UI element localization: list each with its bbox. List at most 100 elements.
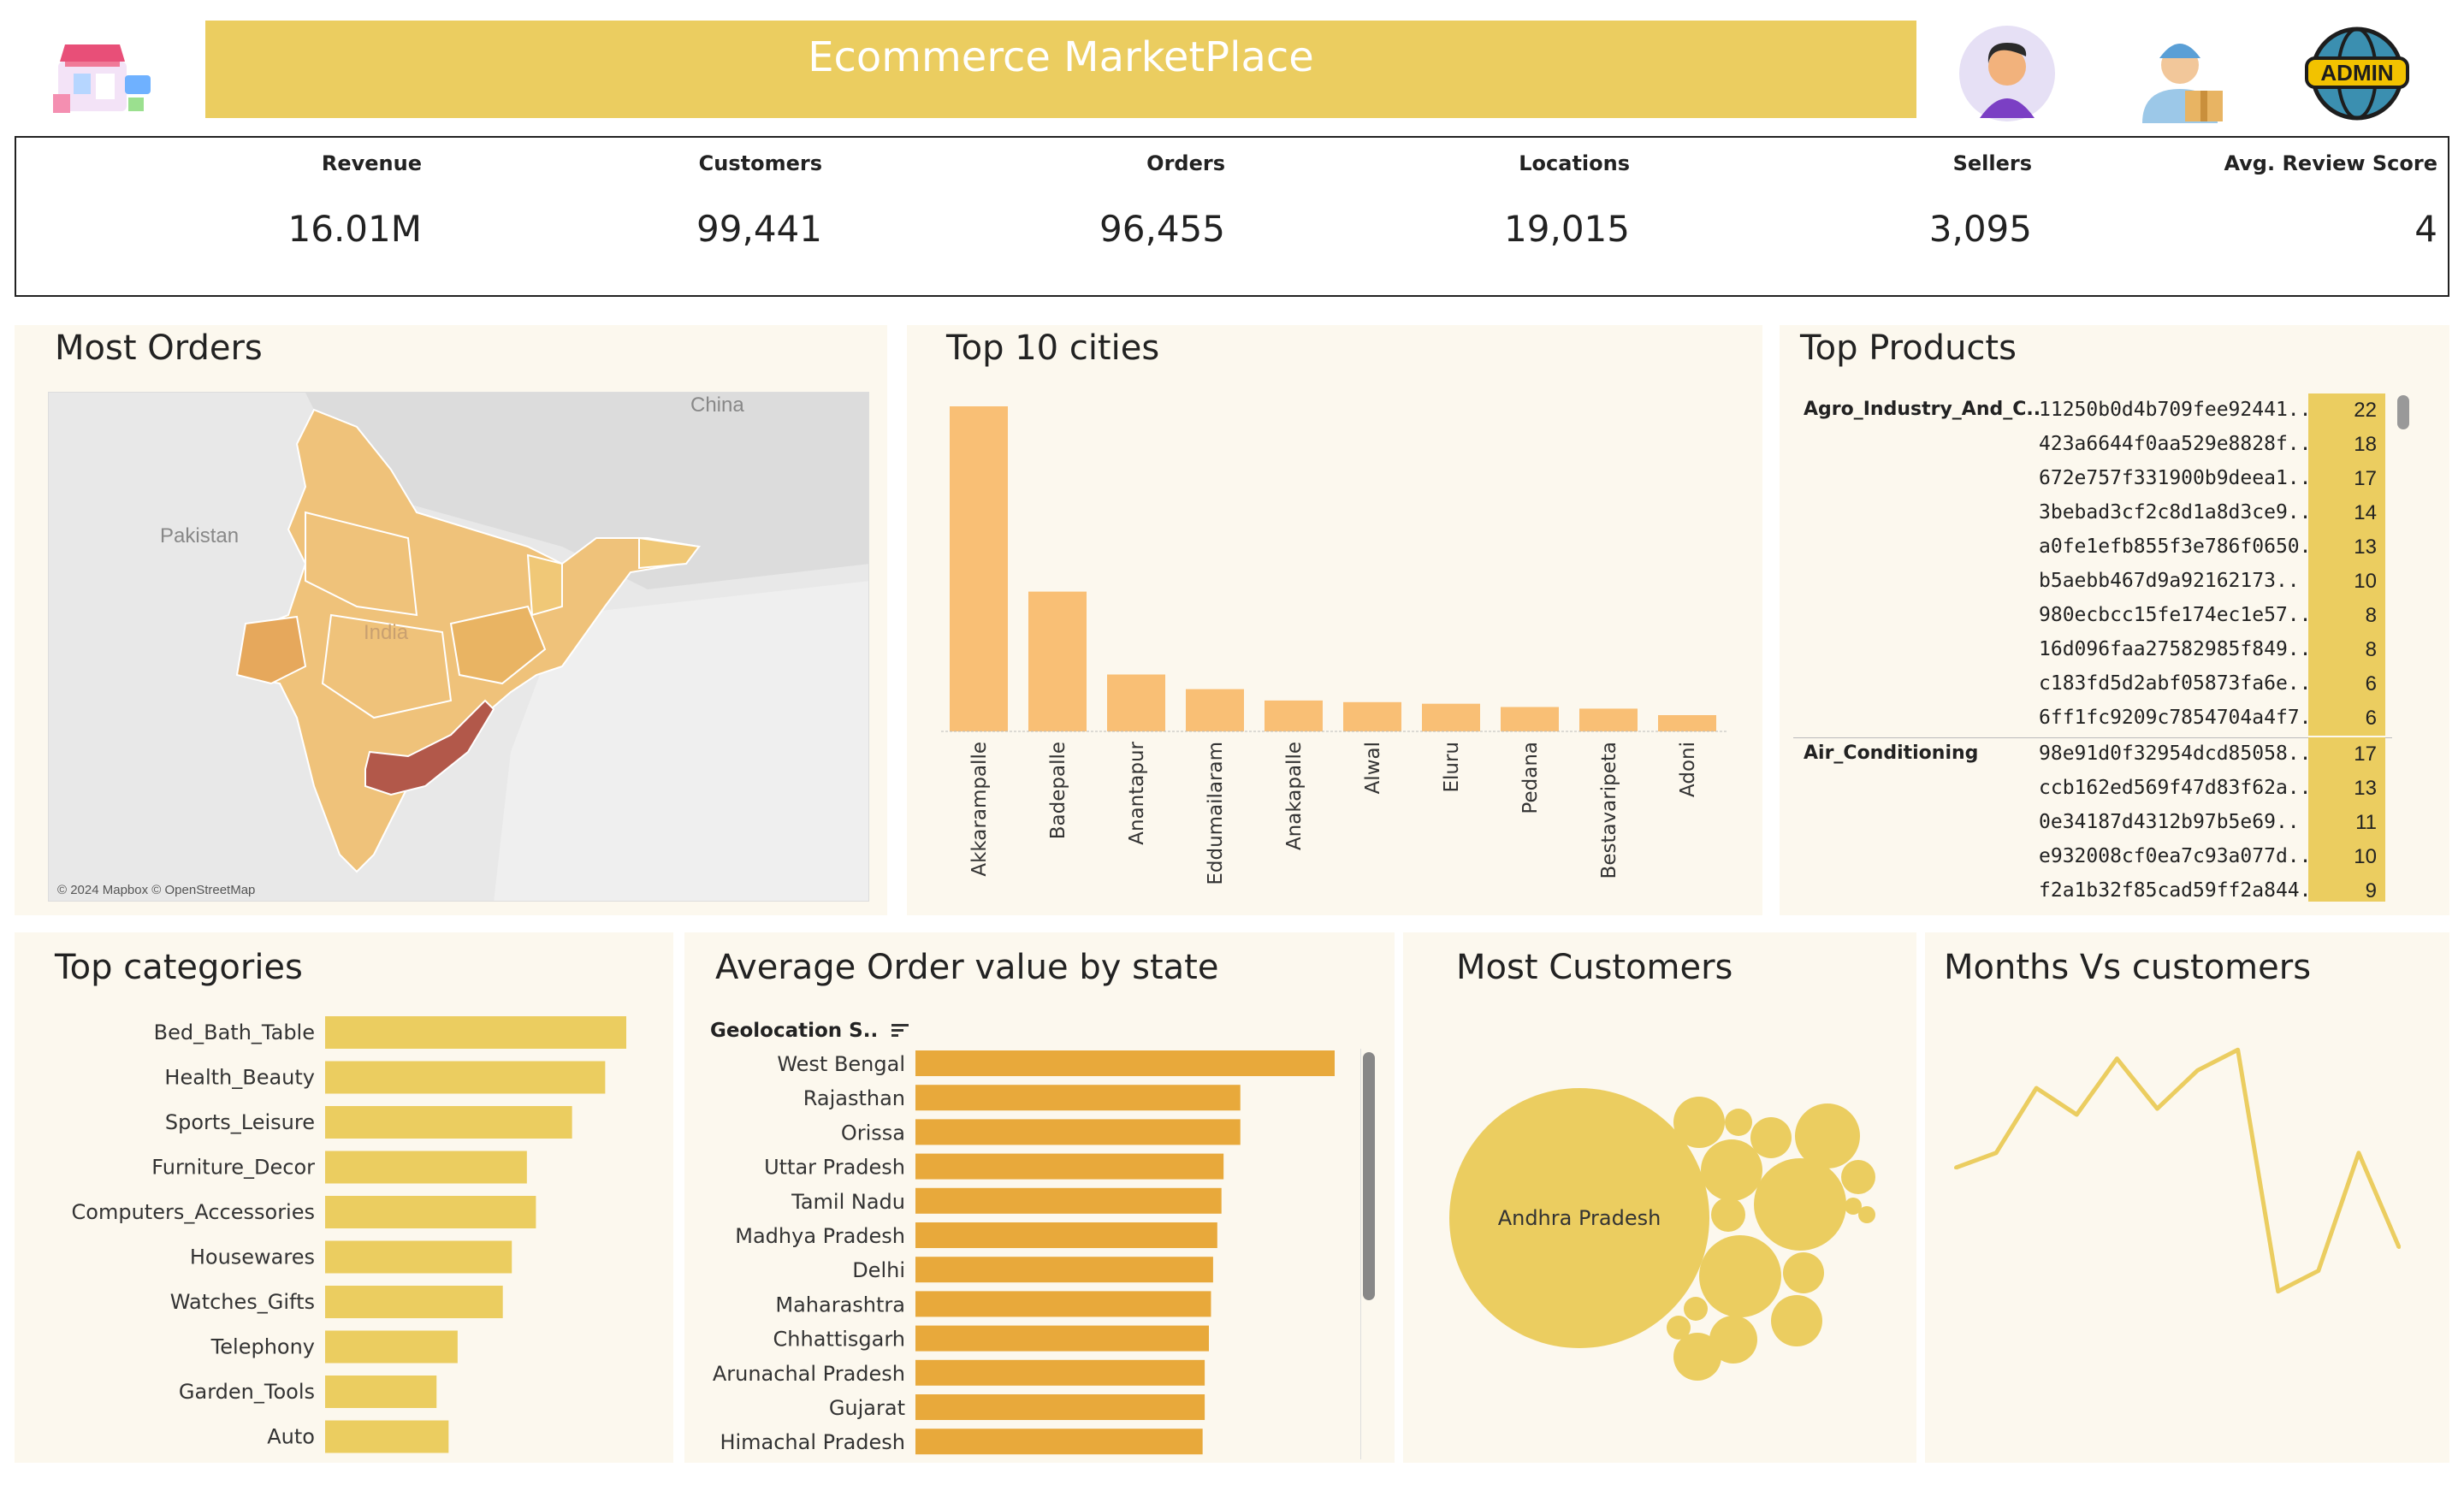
state-bar[interactable] — [915, 1257, 1213, 1283]
city-bar[interactable] — [1658, 715, 1716, 731]
state-bar[interactable] — [915, 1085, 1241, 1111]
admin-globe-icon[interactable]: ADMIN — [2305, 24, 2409, 123]
sort-icon[interactable] — [891, 1021, 910, 1043]
top-cities-chart: Akkarampalle Badepalle Anantapur Eddumailar… — [941, 406, 1728, 885]
bubble — [1845, 1198, 1862, 1215]
product-row[interactable]: 0e34187d4312b97b5e69.. 11 — [1793, 806, 2392, 840]
kpi-label: Revenue — [321, 151, 422, 175]
state-bar[interactable] — [915, 1050, 1335, 1076]
category-bar[interactable] — [325, 1376, 437, 1408]
state-bar[interactable] — [915, 1394, 1205, 1420]
delivery-man-icon[interactable] — [2130, 24, 2233, 123]
months-point[interactable] — [2195, 1068, 2200, 1073]
city-bar[interactable] — [1186, 689, 1244, 731]
category-bar[interactable] — [325, 1330, 458, 1364]
state-label: West Bengal — [777, 1052, 905, 1076]
category-bar[interactable] — [325, 1286, 503, 1318]
months-point[interactable] — [2035, 1086, 2039, 1090]
product-row[interactable]: Agro_Industry_And_C.. 11250b0d4b709fee924… — [1793, 393, 2392, 428]
state-bar[interactable] — [915, 1325, 1209, 1352]
city-bar[interactable] — [1422, 703, 1480, 731]
product-row[interactable]: Air_Conditioning 98e91d0f32954dcd85058.. 1… — [1793, 737, 2392, 772]
product-count: 10 — [2308, 565, 2385, 599]
state-bar[interactable] — [915, 1359, 1205, 1386]
aov-scrollbar-thumb[interactable] — [1363, 1052, 1375, 1300]
bubble — [1711, 1198, 1745, 1232]
product-row[interactable]: b5aebb467d9a92162173.. 10 — [1793, 565, 2392, 599]
city-bar[interactable] — [1265, 700, 1323, 731]
city-bar[interactable] — [1501, 707, 1559, 732]
state-bar[interactable] — [915, 1187, 1222, 1214]
months-point[interactable] — [2356, 1151, 2360, 1155]
months-point[interactable] — [2316, 1269, 2320, 1273]
kpi-label: Sellers — [1952, 151, 2032, 175]
bubble — [1701, 1139, 1762, 1201]
products-scrollbar-thumb[interactable] — [2397, 395, 2409, 429]
kpi-label: Locations — [1519, 151, 1630, 175]
product-row[interactable]: 980ecbcc15fe174ec1e57.. 8 — [1793, 599, 2392, 633]
dashboard-title: Ecommerce MarketPlace — [205, 21, 1916, 118]
product-id: 6ff1fc9209c7854704a4f7.. — [2039, 707, 2324, 729]
months-point[interactable] — [1954, 1166, 1958, 1169]
city-bar[interactable] — [1343, 701, 1401, 731]
state-bar[interactable] — [915, 1222, 1217, 1248]
category-bar[interactable] — [325, 1106, 572, 1139]
product-id: b5aebb467d9a92162173.. — [2039, 570, 2300, 592]
user-avatar-icon[interactable] — [1958, 24, 2057, 123]
category-label: Bed_Bath_Table — [154, 1021, 315, 1044]
city-label: Adoni — [1677, 742, 1699, 797]
map-label-india: India — [364, 621, 409, 644]
state-bar[interactable] — [915, 1429, 1203, 1455]
product-id: 672e757f331900b9deea1.. — [2039, 467, 2312, 489]
city-bar[interactable] — [1028, 591, 1087, 731]
state-column-header[interactable]: Geolocation S.. — [710, 1020, 910, 1043]
product-row[interactable]: 423a6644f0aa529e8828f.. 18 — [1793, 428, 2392, 462]
category-label: Telephony — [210, 1335, 315, 1359]
product-row[interactable]: 6ff1fc9209c7854704a4f7.. 6 — [1793, 701, 2392, 736]
most-customers-bubble-chart: Andhra Pradesh — [1449, 1088, 1875, 1381]
months-point[interactable] — [1994, 1151, 1999, 1155]
product-row[interactable]: e932008cf0ea7c93a077d.. 10 — [1793, 840, 2392, 874]
state-label: Arunachal Pradesh — [713, 1362, 905, 1386]
months-point[interactable] — [2075, 1113, 2079, 1116]
months-point[interactable] — [2155, 1107, 2159, 1111]
city-bar[interactable] — [1579, 708, 1638, 731]
category-bar[interactable] — [325, 1240, 512, 1274]
months-point[interactable] — [2236, 1048, 2240, 1052]
product-count: 13 — [2308, 772, 2385, 806]
months-point[interactable] — [2276, 1289, 2280, 1293]
category-bar[interactable] — [325, 1061, 606, 1094]
kpi-value: 19,015 — [1504, 208, 1630, 250]
city-bar[interactable] — [950, 406, 1008, 731]
state-label: Himachal Pradesh — [720, 1430, 905, 1454]
bubble — [1725, 1109, 1752, 1136]
state-bar[interactable] — [915, 1153, 1224, 1180]
category-bar[interactable] — [325, 1196, 536, 1228]
category-bar[interactable] — [325, 1016, 626, 1049]
aov-scrollbar[interactable] — [1360, 1049, 1377, 1459]
months-point[interactable] — [2115, 1056, 2119, 1061]
state-bar[interactable] — [915, 1291, 1211, 1317]
product-row[interactable]: f2a1b32f85cad59ff2a844.. 9 — [1793, 874, 2392, 902]
top-products-table[interactable]: Agro_Industry_And_C.. 11250b0d4b709fee924… — [1793, 392, 2392, 902]
products-scrollbar[interactable] — [2396, 392, 2411, 902]
product-count: 17 — [2308, 737, 2385, 772]
most-orders-title: Most Orders — [55, 328, 263, 368]
map-label-pakistan: Pakistan — [160, 524, 239, 547]
product-row[interactable]: 3bebad3cf2c8d1a8d3ce9.. 14 — [1793, 496, 2392, 530]
bubble — [1841, 1160, 1875, 1194]
category-bar[interactable] — [325, 1151, 527, 1184]
city-label: Bestavaripeta — [1598, 742, 1620, 879]
city-bar[interactable] — [1107, 674, 1165, 732]
product-row[interactable]: 16d096faa27582985f849.. 8 — [1793, 633, 2392, 667]
months-line[interactable] — [1955, 1047, 2402, 1294]
months-point[interactable] — [2397, 1245, 2401, 1249]
category-bar[interactable] — [325, 1420, 449, 1453]
state-bar[interactable] — [915, 1119, 1241, 1145]
product-row[interactable]: a0fe1efb855f3e786f0650.. 13 — [1793, 530, 2392, 565]
kpi-value: 16.01M — [287, 208, 422, 250]
product-row[interactable]: ccb162ed569f47d83f62a.. 13 — [1793, 772, 2392, 806]
product-row[interactable]: c183fd5d2abf05873fa6e.. 6 — [1793, 667, 2392, 701]
product-row[interactable]: 672e757f331900b9deea1.. 17 — [1793, 462, 2392, 496]
india-map[interactable]: China Pakistan India © 2024 Mapbox © Ope… — [48, 392, 869, 902]
